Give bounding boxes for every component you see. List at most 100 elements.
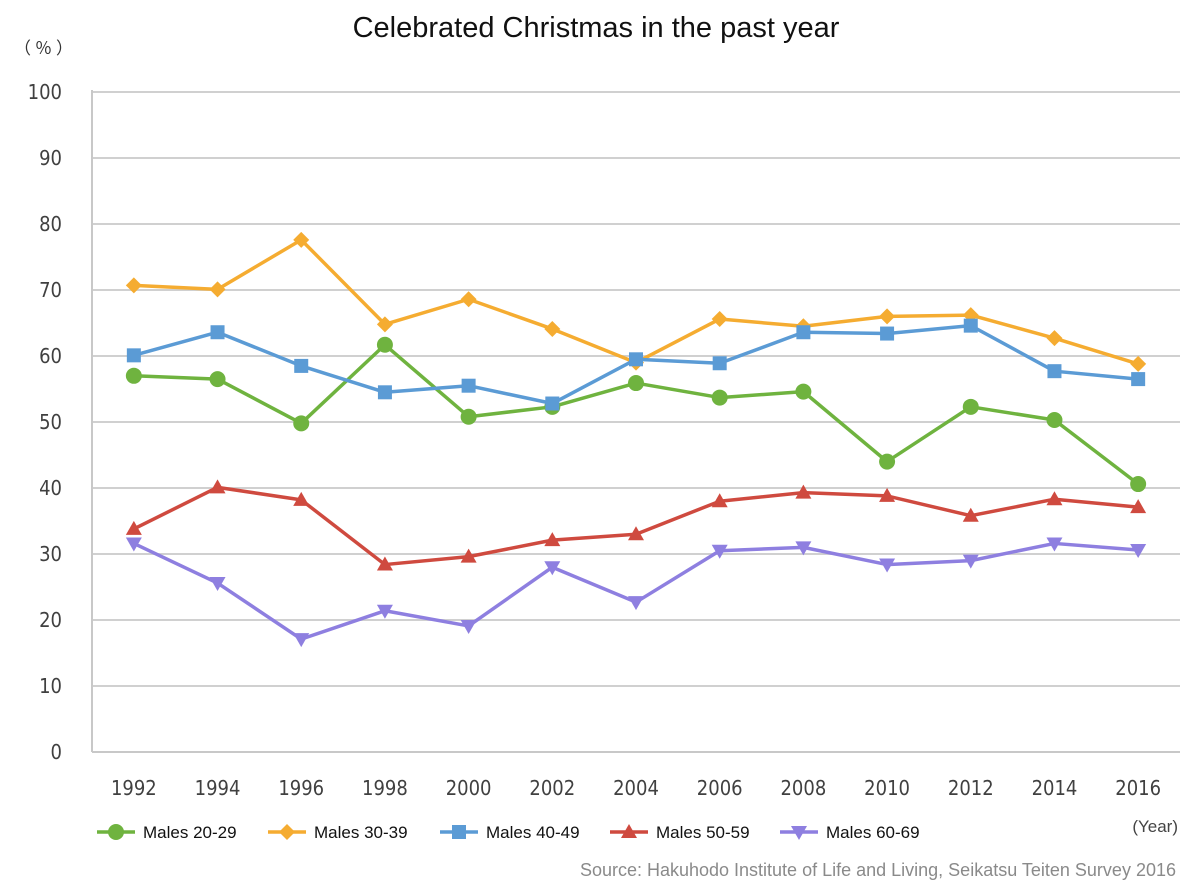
data-point [1046, 412, 1063, 429]
data-point [125, 277, 142, 294]
data-point [544, 532, 561, 547]
data-point [209, 281, 226, 298]
data-point [1046, 330, 1063, 347]
chart-title: Celebrated Christmas in the past year [352, 12, 840, 44]
y-tick-label: 10 [39, 674, 62, 698]
data-point [126, 348, 141, 363]
data-point [795, 541, 812, 556]
x-tick-label: 2000 [446, 776, 492, 800]
data-point [711, 493, 728, 508]
series-males-30-39 [125, 231, 1147, 372]
x-tick-label: 2006 [697, 776, 743, 800]
x-tick-label: 2012 [948, 776, 994, 800]
data-point [1130, 476, 1147, 493]
data-point [962, 398, 979, 415]
data-point [795, 484, 812, 499]
legend-item: Males 60-69 [780, 823, 920, 842]
source-note: Source: Hakuhodo Institute of Life and L… [579, 860, 1176, 880]
data-point [125, 367, 142, 384]
data-point [460, 548, 477, 563]
legend-swatch-marker [791, 826, 807, 840]
x-tick-label: 1998 [362, 776, 408, 800]
data-point [293, 231, 310, 248]
y-tick-label: 70 [39, 278, 62, 302]
data-point [1131, 372, 1146, 387]
data-point [377, 385, 392, 400]
x-tick-label: 1994 [195, 776, 241, 800]
data-point [795, 383, 812, 400]
series-line [133, 541, 1139, 641]
x-tick-label: 2004 [613, 776, 659, 800]
data-point [796, 325, 811, 340]
data-point [628, 526, 644, 541]
data-point [376, 316, 393, 333]
data-point [879, 487, 896, 502]
data-point [711, 544, 728, 559]
x-tick-label: 2014 [1032, 776, 1078, 800]
legend-item: Males 50-59 [610, 823, 750, 842]
data-point [879, 453, 896, 470]
y-tick-label: 80 [39, 212, 62, 236]
legend-item: Males 30-39 [268, 823, 408, 842]
legend-label: Males 50-59 [656, 823, 750, 842]
legend: Males 20-29 Males 30-39 Males 40-49 Males 5… [97, 823, 920, 842]
data-point [209, 479, 226, 494]
data-point [962, 554, 979, 569]
x-tick-label: 2008 [780, 776, 826, 800]
legend-item: Males 40-49 [440, 823, 580, 842]
y-tick-label: 40 [39, 476, 62, 500]
data-point [711, 389, 728, 406]
legend-swatch-marker [621, 824, 637, 838]
data-point [294, 358, 309, 373]
data-point [544, 320, 561, 337]
y-tick-label: 50 [39, 410, 62, 434]
data-point [376, 336, 393, 353]
data-point [209, 371, 226, 388]
axes: 0 10 20 30 40 50 60 70 80 90 100 1992 1994 1996 1998 20… [28, 80, 1180, 800]
data-point [461, 378, 476, 393]
series-males-20-29 [125, 336, 1147, 493]
data-point [879, 308, 896, 325]
data-point [1130, 355, 1147, 372]
data-point [293, 633, 310, 648]
data-point [879, 558, 896, 573]
data-point [293, 415, 310, 432]
data-point [293, 491, 310, 506]
series-line [133, 485, 1139, 567]
data-point [1047, 364, 1062, 379]
y-tick-label: 30 [39, 542, 62, 566]
data-point [1130, 499, 1147, 514]
data-point [460, 291, 477, 308]
y-tick-label: 0 [51, 740, 62, 764]
x-tick-label: 2016 [1115, 776, 1161, 800]
data-point [376, 556, 393, 571]
legend-label: Males 30-39 [314, 823, 408, 842]
legend-swatch-marker [108, 824, 124, 840]
data-point [545, 396, 560, 411]
legend-item: Males 20-29 [97, 823, 237, 842]
data-point [544, 561, 561, 576]
legend-swatch-marker [279, 824, 295, 840]
data-point [125, 537, 142, 552]
data-point [962, 507, 979, 522]
data-point [460, 619, 477, 634]
data-point [880, 326, 895, 341]
legend-label: Males 20-29 [143, 823, 237, 842]
data-point [1046, 537, 1063, 552]
data-point [125, 520, 142, 535]
legend-swatch-marker [452, 825, 466, 839]
data-point [711, 311, 728, 328]
y-axis-unit-label: （％） [14, 39, 77, 59]
series-males-50-59 [125, 479, 1147, 571]
data-point [1130, 544, 1147, 559]
x-tick-label: 2010 [864, 776, 910, 800]
series-lines [125, 231, 1147, 648]
series-males-60-69 [125, 537, 1147, 648]
y-tick-label: 60 [39, 344, 62, 368]
x-tick-label: 1996 [278, 776, 324, 800]
data-point [963, 318, 978, 333]
data-point [460, 408, 477, 425]
data-point [210, 325, 225, 340]
data-point [628, 596, 644, 611]
